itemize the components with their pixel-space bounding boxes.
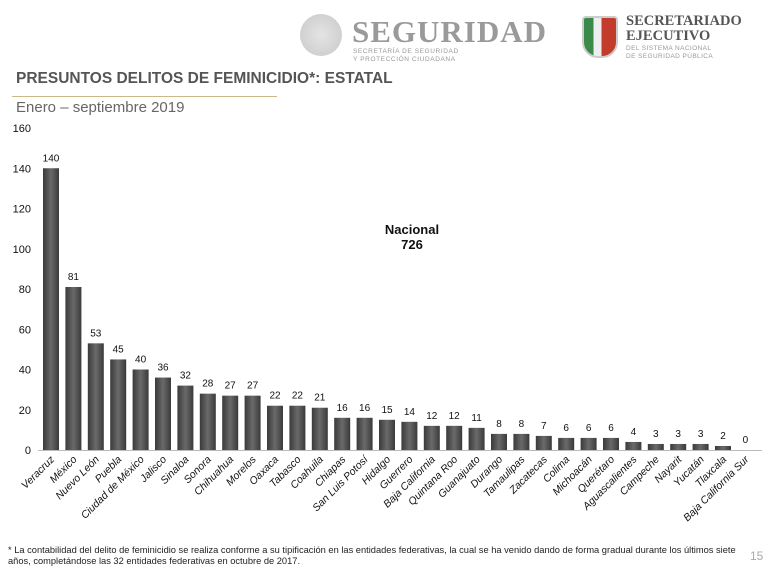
- data-label: 8: [519, 419, 525, 430]
- bar: [423, 425, 440, 450]
- shield-icon: [582, 16, 618, 58]
- y-tick-label: 100: [13, 244, 31, 256]
- y-tick-label: 160: [13, 123, 31, 135]
- bar: [267, 405, 283, 450]
- data-label: 27: [225, 381, 237, 392]
- title-divider: [12, 96, 277, 97]
- data-label: 140: [43, 153, 60, 164]
- coat-of-arms-icon: [300, 14, 342, 56]
- bar: [670, 443, 687, 450]
- data-label: 15: [381, 405, 393, 416]
- data-label: 45: [113, 344, 125, 355]
- data-label: 3: [698, 429, 704, 440]
- logo-title: SEGURIDAD: [352, 14, 548, 49]
- data-label: 16: [359, 403, 371, 414]
- data-label: 32: [180, 371, 192, 382]
- bar: [625, 441, 642, 450]
- data-label: 6: [563, 423, 569, 434]
- bar: [401, 421, 418, 450]
- data-label: 16: [337, 403, 349, 414]
- bar: [222, 395, 239, 450]
- bar: [132, 369, 149, 450]
- data-label: 6: [586, 423, 592, 434]
- bar: [87, 343, 104, 450]
- data-label: 27: [247, 381, 259, 392]
- data-label: 3: [675, 429, 681, 440]
- bar: [558, 437, 575, 450]
- data-label: 6: [608, 423, 614, 434]
- y-tick-label: 20: [19, 405, 31, 417]
- data-label: 12: [426, 411, 438, 422]
- logo2-line2: DE SEGURIDAD PÚBLICA: [626, 53, 714, 60]
- national-label: Nacional: [385, 222, 439, 237]
- bar: [199, 393, 216, 450]
- bar: [446, 425, 463, 450]
- data-label: 4: [631, 427, 637, 438]
- bar: [244, 395, 261, 450]
- bar: [535, 435, 552, 450]
- bar: [513, 433, 530, 450]
- bar: [379, 419, 395, 450]
- data-label: 28: [202, 379, 214, 390]
- data-label: 2: [720, 431, 726, 442]
- page-subtitle: Enero – septiembre 2019: [16, 99, 185, 116]
- bar: [603, 437, 619, 450]
- bar: [155, 377, 171, 450]
- page-title: PRESUNTOS DELITOS DE FEMINICIDIO*: ESTAT…: [16, 70, 393, 87]
- data-label: 21: [314, 393, 326, 404]
- logo2-line1: DEL SISTEMA NACIONAL: [626, 45, 712, 52]
- bar: [110, 359, 127, 450]
- y-tick-label: 80: [19, 284, 31, 296]
- bar: [356, 417, 373, 450]
- data-label: 8: [496, 419, 502, 430]
- data-label: 36: [157, 363, 169, 374]
- seguridad-logo: SEGURIDAD SECRETARÍA DE SEGURIDAD Y PROTE…: [300, 12, 550, 64]
- data-label: 22: [292, 391, 304, 402]
- bar: [289, 405, 306, 450]
- bar: [580, 437, 597, 450]
- data-label: 22: [269, 391, 281, 402]
- logo2-title1: SECRETARIADO: [626, 13, 742, 29]
- data-label: 7: [541, 421, 547, 432]
- data-label: 3: [653, 429, 659, 440]
- bar: [43, 168, 59, 450]
- bar: [692, 443, 709, 450]
- data-label: 14: [404, 407, 416, 418]
- logo2-title2: EJECUTIVO: [626, 28, 711, 44]
- bar: [65, 286, 82, 450]
- data-label: 53: [90, 328, 102, 339]
- y-tick-label: 0: [25, 445, 31, 457]
- data-label: 11: [471, 413, 482, 424]
- bar: [715, 445, 731, 450]
- y-tick-label: 40: [19, 365, 31, 377]
- logo-line1: SECRETARÍA DE SEGURIDAD: [353, 48, 459, 55]
- bar: [177, 385, 194, 450]
- page-number: 15: [750, 549, 764, 563]
- data-label: 12: [449, 411, 461, 422]
- data-label: 0: [743, 435, 749, 446]
- data-label: 40: [135, 355, 147, 366]
- bar: [311, 407, 328, 450]
- y-tick-label: 120: [13, 204, 31, 216]
- y-tick-label: 60: [19, 324, 31, 336]
- bar: [468, 427, 485, 450]
- logo-line2: Y PROTECCIÓN CIUDADANA: [353, 56, 456, 63]
- bar: [491, 433, 507, 450]
- footnote: * La contabilidad del delito de feminici…: [8, 545, 736, 566]
- national-value: 726: [401, 237, 423, 252]
- secretariado-logo: SECRETARIADO EJECUTIVO DEL SISTEMA NACION…: [582, 14, 772, 64]
- bar: [647, 443, 664, 450]
- bar: [334, 417, 351, 450]
- data-label: 81: [68, 272, 80, 283]
- y-tick-label: 140: [13, 163, 31, 175]
